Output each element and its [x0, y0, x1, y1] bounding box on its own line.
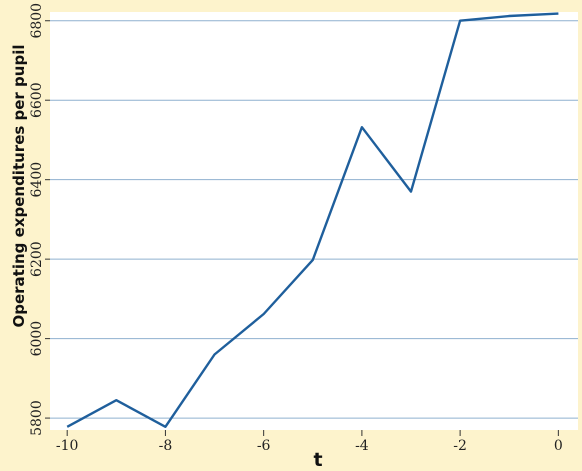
plot-area: [50, 12, 578, 430]
y-tick-label: 5800: [29, 400, 45, 436]
x-axis-title: t: [313, 449, 322, 471]
y-tick-label: 6000: [29, 321, 45, 357]
y-tick-label: 6200: [29, 241, 45, 277]
series-points: [67, 13, 559, 427]
x-tick-label: 0: [554, 438, 563, 454]
x-tick-label: -2: [453, 438, 467, 454]
y-tick-label: 6400: [29, 162, 45, 198]
x-tick-label: -10: [56, 438, 79, 454]
y-tick-label: 6800: [29, 3, 45, 39]
x-tick-label: -8: [159, 438, 173, 454]
x-tick-label: -4: [355, 438, 369, 454]
y-axis-ticks: 5800 6000 6200 6400 6600 6800: [29, 3, 50, 436]
x-axis-ticks: -10 -8 -6 -4 -2 0: [56, 430, 563, 454]
y-tick-label: 6600: [29, 82, 45, 118]
x-tick-label: -6: [257, 438, 271, 454]
y-axis-title: Operating expenditures per pupil: [10, 45, 28, 328]
